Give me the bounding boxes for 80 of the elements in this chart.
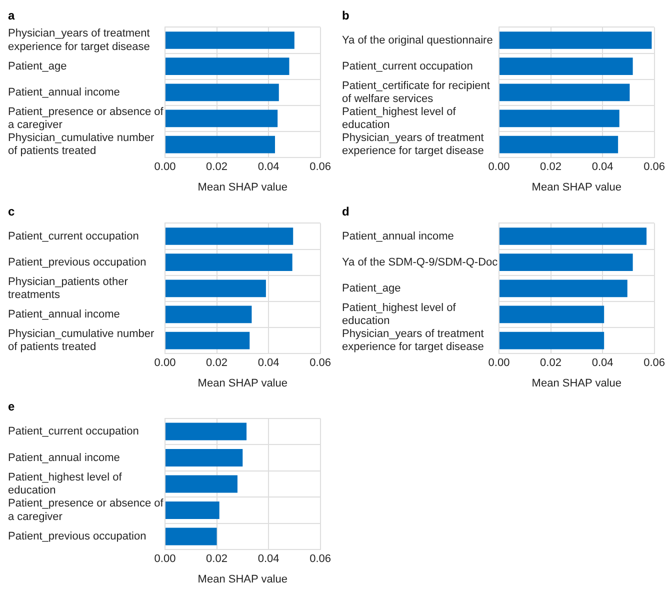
bar — [500, 306, 604, 324]
x-axis-title: Mean SHAP value — [532, 377, 622, 390]
x-tick-label: 0.00 — [488, 357, 510, 370]
bar — [500, 280, 628, 298]
bar — [500, 228, 647, 245]
x-tick-label: 0.02 — [540, 161, 562, 174]
x-tick-label: 0.04 — [592, 357, 614, 370]
x-axis-title: Mean SHAP value — [198, 181, 288, 194]
y-tick-label: Patient_age — [8, 60, 67, 72]
bar — [500, 84, 630, 102]
bar — [166, 449, 243, 466]
y-tick-label: Patient_previous occupation — [8, 530, 146, 543]
y-tick-label: Patient_presence or absence of a caregiver — [8, 106, 164, 132]
text: b — [342, 8, 350, 22]
y-tick-label: Patient_annual income — [8, 86, 120, 98]
y-tick-label: Patient_current occupation — [8, 426, 139, 438]
bar — [166, 502, 220, 519]
y-tick-label: Physician_years of treatment experience for target disease — [8, 28, 150, 53]
bar — [166, 228, 294, 245]
y-tick-label: Patient_highest level of education — [342, 106, 457, 132]
bar — [166, 422, 247, 440]
bar — [166, 58, 290, 75]
x-axis-title: Mean SHAP value — [198, 573, 288, 586]
x-tick-label: 0.02 — [540, 357, 562, 370]
bar — [166, 280, 266, 298]
bar — [500, 110, 620, 128]
x-tick-label: 0.02 — [206, 553, 228, 566]
y-tick-label: Physician_years of treatment experience for target disease — [342, 132, 484, 158]
y-tick-label: Patient_annual income — [8, 452, 120, 464]
x-tick-label: 0.04 — [258, 357, 280, 370]
x-tick-label: 0.00 — [154, 161, 176, 174]
x-axis-title: Mean SHAP value — [198, 377, 288, 390]
bar — [166, 136, 275, 154]
text: e — [8, 400, 15, 414]
y-tick-label: Patient_highest level of education — [342, 302, 457, 328]
text: c — [8, 204, 15, 218]
y-tick-label: Patient_highest level of education — [8, 471, 123, 497]
y-tick-label: Patient_annual income — [342, 230, 454, 242]
y-tick-label: Physician_cumulative number of patients treated — [8, 328, 154, 354]
x-tick-label: 0.04 — [258, 553, 280, 566]
x-tick-label: 0.00 — [488, 161, 510, 174]
y-tick-label: Physician_years of treatment experience for target disease — [342, 328, 484, 354]
y-tick-label: Patient_current occupation — [8, 230, 139, 242]
y-tick-label: Patient_age — [342, 282, 401, 294]
bar — [166, 475, 238, 493]
y-tick-label: Physician_patients other treatments — [8, 276, 128, 302]
bar — [500, 32, 652, 49]
bar — [166, 32, 294, 49]
x-tick-label: 0.06 — [310, 161, 332, 174]
y-tick-label: Ya of the original questionnaire — [342, 34, 493, 46]
x-tick-label: 0.04 — [258, 161, 280, 174]
bar — [166, 306, 252, 324]
x-tick-label: 0.04 — [592, 161, 614, 174]
bar — [166, 110, 278, 128]
text: d — [342, 204, 350, 218]
y-tick-label: Patient_previous occupation — [8, 256, 146, 268]
bar — [500, 136, 618, 154]
x-tick-label: 0.02 — [206, 161, 228, 174]
bar — [166, 84, 279, 102]
text: a — [8, 8, 15, 22]
y-tick-label: Patient_annual income — [8, 308, 120, 321]
x-tick-label: 0.06 — [644, 161, 666, 174]
y-tick-label: Patient_certificate for recipient of welfare services — [342, 80, 490, 106]
bar — [166, 528, 217, 546]
x-axis-title: Mean SHAP value — [532, 181, 622, 194]
y-tick-label: Physician_cumulative number of patients treated — [8, 132, 154, 158]
x-tick-label: 0.00 — [154, 553, 176, 566]
x-tick-label: 0.02 — [206, 357, 228, 370]
bar — [166, 254, 292, 271]
x-tick-label: 0.06 — [310, 357, 332, 370]
y-tick-label: Patient_presence or absence of a caregiver — [8, 498, 164, 523]
y-tick-label: Patient_current occupation — [342, 60, 473, 72]
x-tick-label: 0.06 — [310, 553, 332, 566]
bar — [500, 332, 604, 350]
bar — [500, 58, 633, 75]
y-tick-label: Ya of the SDM-Q-9/SDM-Q-Doc — [342, 256, 498, 268]
x-tick-label: 0.06 — [644, 357, 666, 370]
bar — [166, 332, 250, 350]
x-tick-label: 0.00 — [154, 357, 176, 370]
bar — [500, 254, 633, 271]
